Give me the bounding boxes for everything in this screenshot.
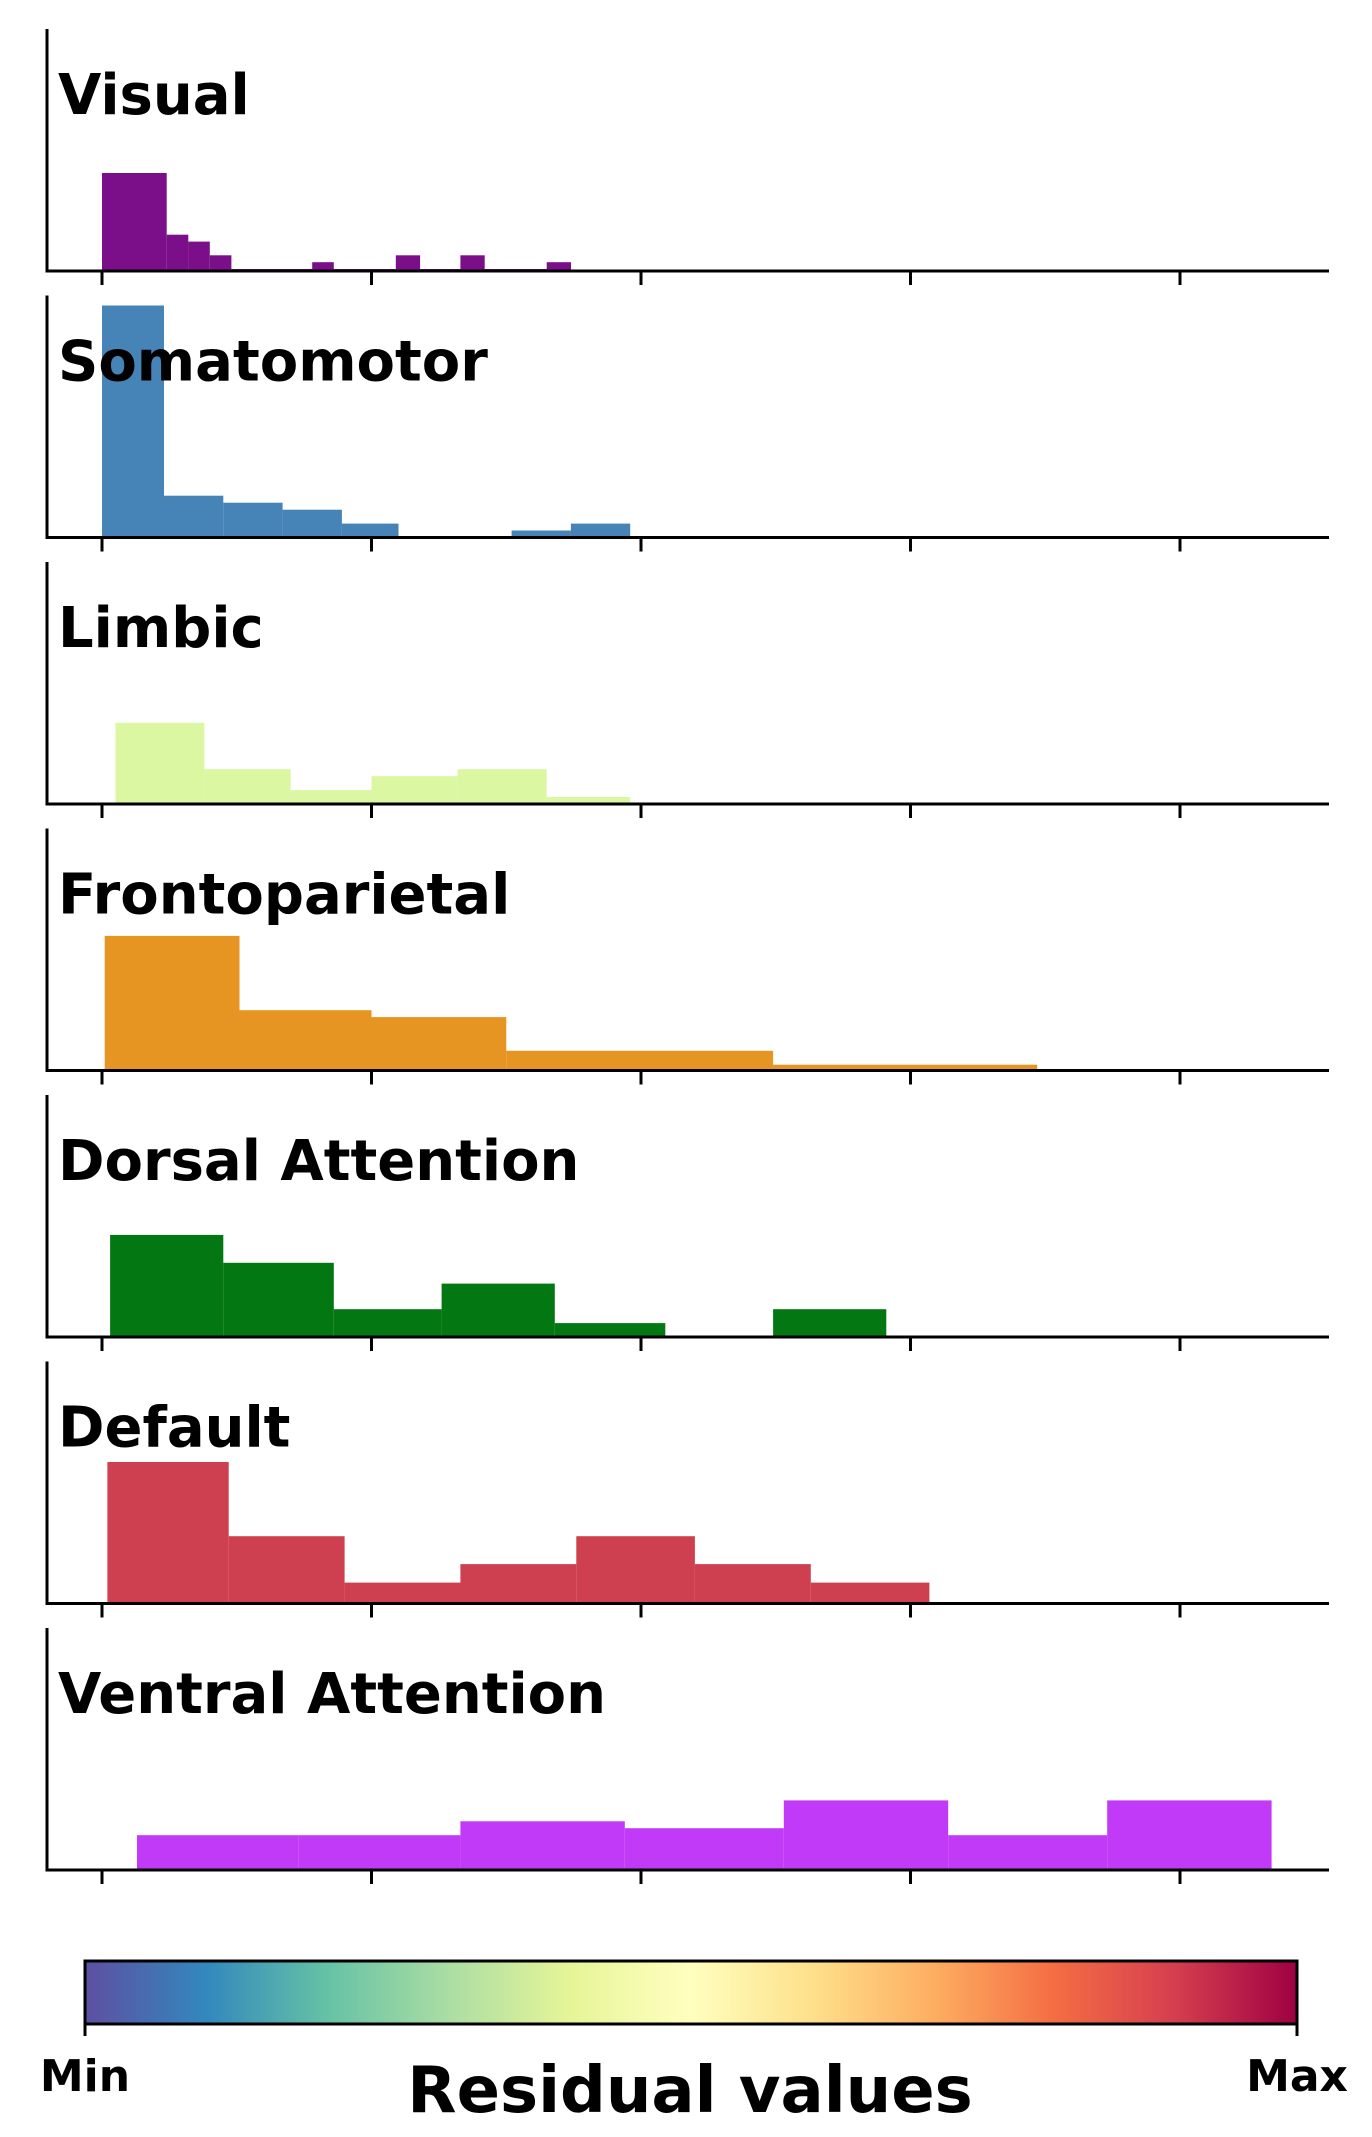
histogram-bar	[506, 1050, 774, 1071]
histogram-bar	[460, 255, 485, 271]
histogram-bar	[164, 495, 224, 538]
panel-title: Limbic	[58, 596, 264, 661]
histogram-bar	[204, 769, 291, 804]
panel-frontoparietal: Frontoparietal	[45, 828, 1329, 1085]
histogram-bar	[554, 1323, 666, 1337]
histogram-bar	[624, 1828, 784, 1870]
histogram-bar	[773, 1064, 1038, 1071]
histogram-panels: Visual Somatomotor Limbic Frontoparietal Dor…	[45, 29, 1329, 1884]
histogram-bar	[102, 173, 167, 271]
histogram-bar	[137, 1835, 299, 1870]
panel-title: Somatomotor	[58, 330, 488, 395]
histogram-bar	[115, 722, 205, 804]
panel-ventral-attention: Ventral Attention	[45, 1628, 1329, 1884]
panel-limbic: Limbic	[45, 562, 1329, 818]
histogram-bar	[1107, 1800, 1272, 1870]
histogram-bar	[948, 1835, 1108, 1870]
histogram-bar	[104, 935, 240, 1071]
histogram-bar	[298, 1835, 461, 1870]
histogram-bar	[371, 1017, 507, 1071]
histogram-bar	[783, 1800, 949, 1870]
histogram-bar	[460, 1564, 577, 1604]
histogram-bar	[344, 1582, 461, 1604]
histogram-bar	[166, 234, 189, 271]
histogram-bar	[576, 1536, 695, 1604]
colorbar-min-label: Min	[40, 2051, 130, 2102]
panel-title: Ventral Attention	[58, 1662, 606, 1727]
histogram-bar	[312, 262, 334, 271]
histogram-bar	[110, 1234, 224, 1337]
colorbar-max-label: Max	[1246, 2051, 1348, 2102]
histogram-bar	[546, 797, 631, 804]
histogram-bar	[223, 1262, 334, 1337]
histogram-bar	[282, 509, 342, 538]
histogram-bar	[773, 1309, 887, 1337]
histogram-bar	[570, 523, 631, 538]
panel-dorsal-attention: Dorsal Attention	[45, 1095, 1329, 1351]
colorbar: Min Max Residual values	[40, 1959, 1348, 2128]
histogram-bar	[239, 1010, 372, 1071]
histogram-bar	[341, 523, 399, 538]
histogram-bar	[694, 1564, 811, 1604]
histogram-bar	[457, 769, 547, 804]
histogram-bar	[546, 262, 571, 271]
panel-default: Default	[45, 1361, 1329, 1618]
histogram-bar	[290, 790, 372, 804]
histogram-bar	[460, 1821, 625, 1870]
panel-somatomotor: Somatomotor	[45, 295, 1329, 552]
histogram-bar	[395, 255, 421, 271]
histogram-bar	[810, 1582, 930, 1604]
histogram-bar	[107, 1462, 229, 1604]
histogram-bar	[511, 530, 571, 538]
histogram-bar	[228, 1536, 345, 1604]
histogram-bar	[188, 241, 210, 271]
colorbar-title: Residual values	[407, 2054, 972, 2128]
histogram-bar	[223, 502, 283, 538]
histogram-bar	[209, 255, 232, 271]
panel-title: Default	[58, 1396, 290, 1461]
histogram-bar	[371, 776, 458, 804]
histogram-bar	[102, 305, 164, 538]
panel-visual: Visual	[45, 29, 1329, 285]
panel-title: Dorsal Attention	[58, 1129, 579, 1194]
colorbar-gradient	[83, 1959, 1299, 2026]
panel-title: Visual	[58, 63, 250, 128]
histogram-bar	[441, 1283, 555, 1337]
histogram-bar	[333, 1309, 442, 1337]
panel-title: Frontoparietal	[58, 863, 510, 928]
